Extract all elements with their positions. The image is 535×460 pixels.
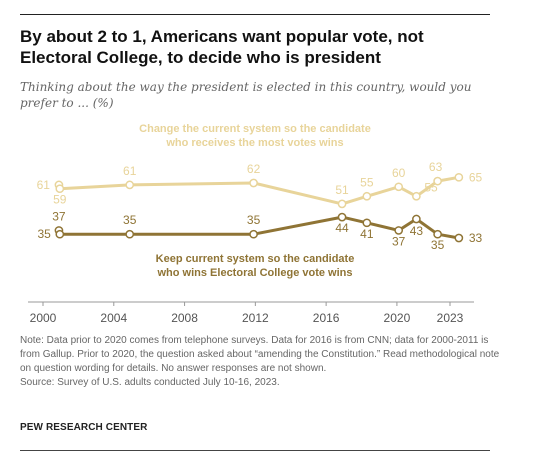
series-2-point-6 bbox=[394, 226, 404, 235]
series-2-data-label-1: 35 bbox=[37, 227, 51, 241]
series-1-data-label-5: 55 bbox=[360, 175, 374, 189]
series-1-point-1 bbox=[55, 184, 65, 194]
series-2-point-7 bbox=[412, 214, 421, 224]
x-tick-label-2000: 2000 bbox=[30, 311, 57, 325]
chart-notes: Note: Data prior to 2020 comes from tele… bbox=[20, 334, 500, 390]
series-2-data-label-2: 35 bbox=[123, 213, 137, 227]
x-tick-label-2023: 2023 bbox=[437, 311, 464, 325]
series-1-point-7 bbox=[412, 191, 421, 201]
x-tick-label-2020: 2020 bbox=[384, 311, 411, 325]
pew-research-center-logo: PEW RESEARCH CENTER bbox=[20, 422, 148, 433]
series-2-point-5 bbox=[362, 218, 372, 228]
series-2-point-3 bbox=[249, 229, 258, 239]
x-tick-label-2012: 2012 bbox=[242, 311, 269, 325]
series-1-data-label-6: 60 bbox=[392, 166, 406, 180]
series-2-data-label-8: 35 bbox=[431, 238, 445, 252]
series-2-data-label-9: 33 bbox=[469, 231, 483, 245]
series-1-point-9 bbox=[454, 172, 464, 182]
chart-subtitle: Thinking about the way the president is … bbox=[20, 80, 472, 110]
series-2-name: Keep current system so the candidate who … bbox=[156, 253, 355, 279]
series-2-point-1 bbox=[55, 229, 65, 239]
series-2-data-label-3: 35 bbox=[247, 213, 261, 227]
series-1-point-5 bbox=[362, 191, 372, 201]
series-1-data-label-4: 51 bbox=[335, 183, 349, 197]
series-2-point-9 bbox=[454, 233, 464, 243]
series-2-data-label-4: 44 bbox=[335, 221, 349, 235]
chart-title: By about 2 to 1, Americans want popular … bbox=[20, 27, 424, 67]
x-tick-label-2004: 2004 bbox=[100, 311, 127, 325]
series-2-point-8 bbox=[433, 229, 442, 239]
bottom-rule bbox=[20, 450, 490, 451]
series-1-point-2 bbox=[125, 180, 135, 190]
series-2-point-4 bbox=[337, 212, 347, 222]
series-1-data-label-1: 59 bbox=[53, 193, 67, 207]
series-2-point-2 bbox=[125, 229, 135, 239]
note-text: Note: Data prior to 2020 comes from tele… bbox=[20, 335, 500, 374]
series-1-point-3 bbox=[249, 178, 258, 188]
x-tick-label-2008: 2008 bbox=[171, 311, 198, 325]
series-1-name: Change the current system so the candida… bbox=[139, 123, 371, 149]
series-1-data-label-3: 62 bbox=[247, 162, 261, 176]
series-2-data-label-6: 37 bbox=[392, 234, 406, 248]
series-1-point-8 bbox=[433, 176, 442, 186]
series-1-data-label-0: 61 bbox=[37, 178, 51, 192]
series-1-data-label-8: 63 bbox=[429, 160, 443, 174]
series-1-point-4 bbox=[337, 199, 347, 209]
series-1-point-6 bbox=[394, 182, 404, 192]
series-2-data-label-0: 37 bbox=[52, 209, 66, 223]
series-2-data-label-5: 41 bbox=[360, 227, 374, 241]
x-tick-label-2016: 2016 bbox=[313, 311, 340, 325]
top-rule bbox=[20, 14, 490, 15]
series-1-data-label-2: 61 bbox=[123, 164, 137, 178]
series-1-data-label-9: 65 bbox=[469, 170, 483, 184]
source-text: Source: Survey of U.S. adults conducted … bbox=[20, 377, 280, 388]
series-2-data-label-7: 43 bbox=[410, 224, 424, 238]
